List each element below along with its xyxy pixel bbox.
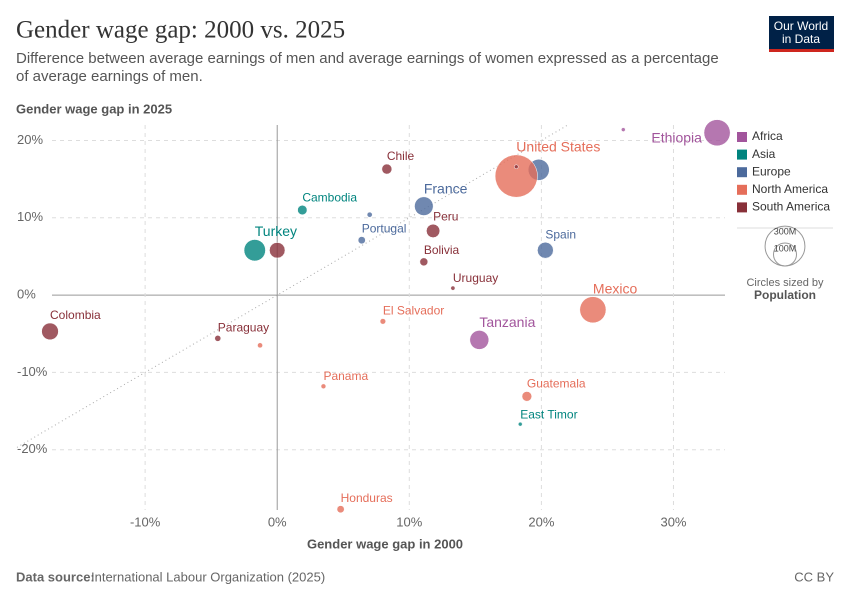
legend-label: Europe xyxy=(752,164,791,178)
legend-label: Africa xyxy=(752,129,783,143)
license: CC BY xyxy=(794,569,834,584)
bubble xyxy=(703,119,731,147)
point-label: Mexico xyxy=(593,280,638,296)
point-label: Tanzania xyxy=(479,314,535,330)
point-label: Honduras xyxy=(341,491,393,505)
bubble xyxy=(381,163,393,175)
legend-swatch xyxy=(737,149,747,160)
bubble xyxy=(514,164,519,169)
point-label: Spain xyxy=(545,227,576,241)
point-label: El Salvador xyxy=(383,304,444,318)
point-label: Uruguay xyxy=(453,271,498,285)
y-tick-label: 20% xyxy=(17,132,43,147)
bubble xyxy=(521,391,532,402)
size-legend-label: 100M xyxy=(774,243,797,253)
subtitle-box: Difference between average earnings of m… xyxy=(16,50,719,85)
y-axis-title: Gender wage gap in 2025 xyxy=(16,101,172,116)
logo-bar xyxy=(769,49,834,52)
bubble xyxy=(297,205,308,216)
x-tick-label: 10% xyxy=(396,514,422,529)
logo-text: in Data xyxy=(782,32,820,46)
size-legend-circle xyxy=(773,242,797,267)
bubble xyxy=(257,342,263,349)
legend-swatch xyxy=(737,202,747,213)
size-legend-title: Circles sized by xyxy=(746,277,824,289)
y-tick-label: 10% xyxy=(17,209,43,224)
bubble xyxy=(494,154,538,198)
logo-box xyxy=(769,16,834,52)
point-label: Ethiopia xyxy=(651,129,702,145)
legend-swatch xyxy=(737,184,747,195)
source: International Labour Organization (2025) xyxy=(91,569,325,584)
logo-text: Our World xyxy=(774,19,828,33)
bubble xyxy=(537,242,554,259)
y-tick-label: -20% xyxy=(17,441,48,456)
y-tick-label: 0% xyxy=(17,287,36,302)
y-tick-label: -10% xyxy=(17,364,48,379)
point-label: Peru xyxy=(433,209,458,223)
bubble xyxy=(379,318,386,325)
source-label: Data source: xyxy=(16,569,95,584)
point-label: Colombia xyxy=(50,308,101,322)
bubble xyxy=(414,196,434,216)
point-label: Cambodia xyxy=(302,190,357,204)
x-tick-label: 20% xyxy=(528,514,554,529)
point-label: Bolivia xyxy=(424,243,460,257)
x-axis-title: Gender wage gap in 2000 xyxy=(307,536,463,551)
size-legend-label: 300M xyxy=(774,227,797,237)
bubble xyxy=(366,211,373,218)
bubble xyxy=(41,322,59,341)
bubble xyxy=(621,127,626,132)
bubble xyxy=(243,239,266,262)
point-label: Chile xyxy=(387,149,415,163)
x-tick-label: 0% xyxy=(268,514,287,529)
bubble xyxy=(357,236,366,245)
chart-subtitle: Difference between average earnings of m… xyxy=(16,50,719,85)
point-label: Guatemala xyxy=(527,377,586,391)
bubble xyxy=(579,296,607,324)
legend-label: South America xyxy=(752,200,830,214)
bubble xyxy=(214,335,222,342)
bubble xyxy=(269,242,286,259)
bubble xyxy=(336,505,345,514)
x-tick-label: 30% xyxy=(660,514,686,529)
point-label: Paraguay xyxy=(218,321,269,335)
point-label: Panama xyxy=(323,369,368,383)
bubble xyxy=(419,257,429,267)
point-label: East Timor xyxy=(520,407,577,421)
bubble xyxy=(450,285,456,291)
point-label: France xyxy=(424,181,468,197)
legend-swatch xyxy=(737,132,747,142)
x-tick-label: -10% xyxy=(130,514,161,529)
point-label: Portugal xyxy=(362,222,407,236)
bubble xyxy=(426,223,441,238)
legend-label: Asia xyxy=(752,147,776,161)
bubble xyxy=(469,330,490,350)
legend-swatch xyxy=(737,167,747,178)
bubble xyxy=(518,421,523,427)
bubble xyxy=(320,383,327,389)
legend-label: North America xyxy=(752,182,828,196)
size-legend-variable: Population xyxy=(754,288,816,302)
parity-line xyxy=(16,124,569,448)
point-label: Turkey xyxy=(255,223,297,239)
point-label: United States xyxy=(516,139,600,155)
chart-title: Gender wage gap: 2000 vs. 2025 xyxy=(16,17,345,44)
